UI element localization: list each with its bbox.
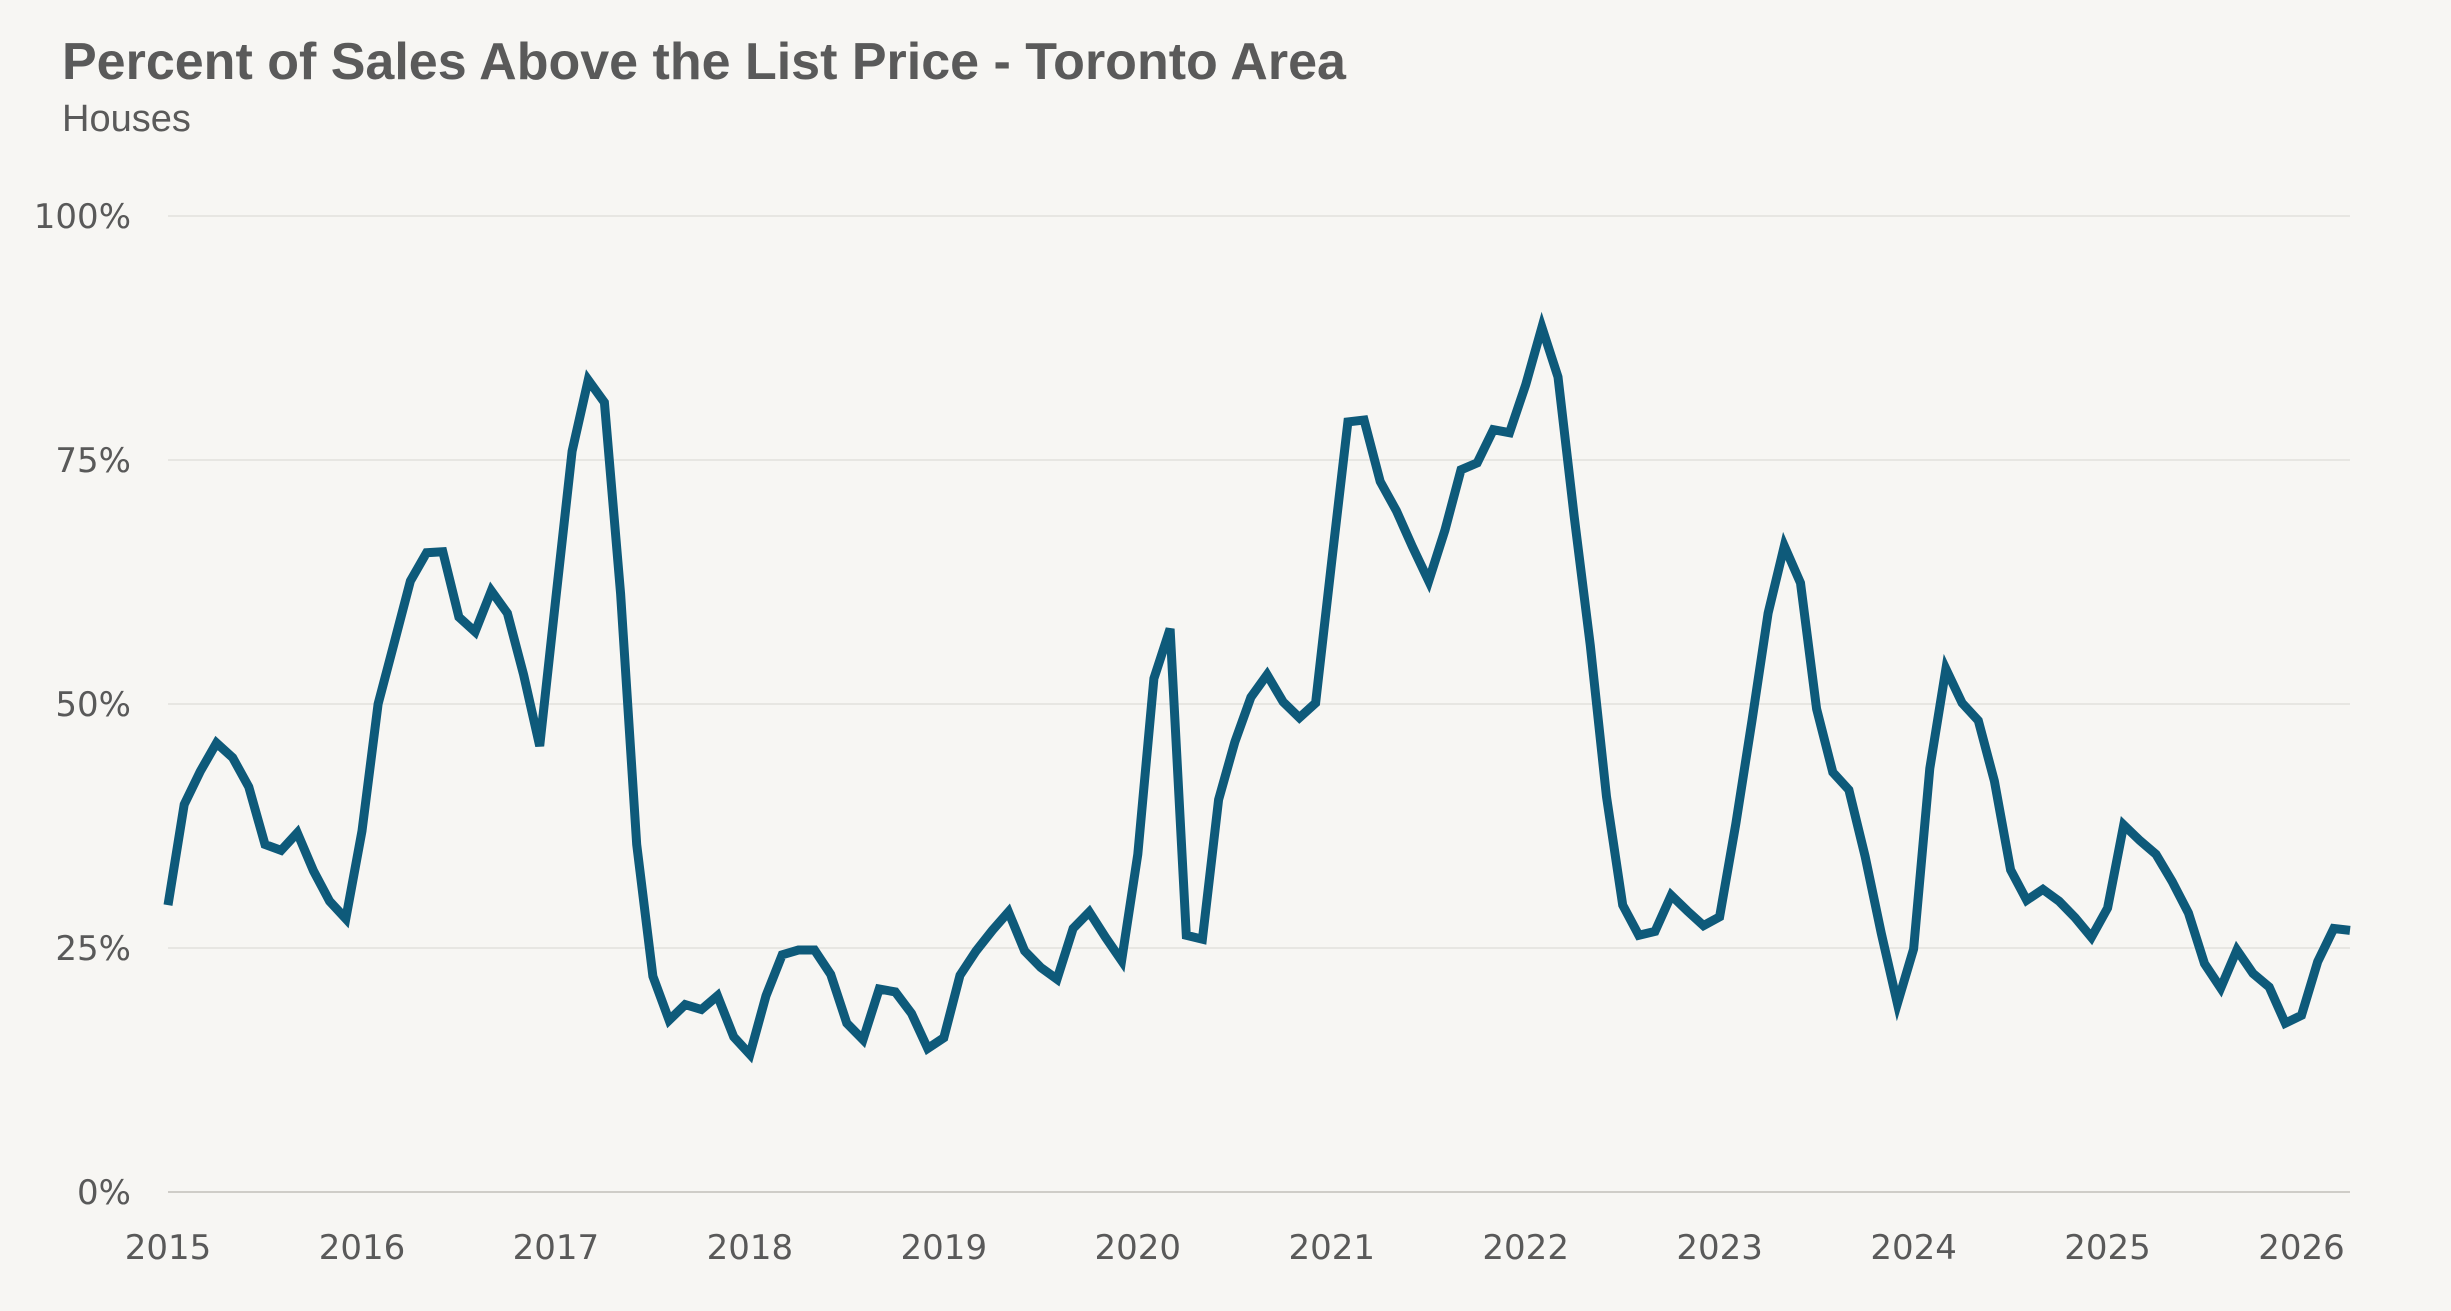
y-tick-label: 50% [55,685,131,725]
x-tick-label: 2024 [1870,1228,1957,1268]
x-tick-label: 2025 [2064,1228,2151,1268]
series-group [163,311,2351,1064]
y-tick-label: 75% [55,441,131,481]
x-tick-label: 2021 [1288,1228,1375,1268]
y-tick-label: 25% [55,929,131,969]
gridlines [168,215,2350,1193]
x-tick-label: 2026 [2258,1228,2345,1268]
x-tick-label: 2019 [901,1228,988,1268]
y-tick-label: 0% [77,1173,131,1213]
x-tick-label: 2017 [513,1228,600,1268]
x-tick-label: 2023 [1676,1228,1763,1268]
x-axis-ticks: 2015 2016 2017 2018 2019 2020 2021 2022 2023 2024… [125,1228,2345,1268]
x-tick-label: 2020 [1095,1228,1182,1268]
x-tick-label: 2018 [707,1228,794,1268]
chart-subtitle: Houses [62,98,191,140]
x-tick-label: 2016 [319,1228,406,1268]
chart-title: Percent of Sales Above the List Price - … [62,33,1346,91]
y-tick-label: 100% [34,197,131,237]
x-tick-label: 2015 [125,1228,212,1268]
y-axis-ticks: 0% 25% 50% 75% 100% [34,197,131,1213]
x-tick-label: 2022 [1482,1228,1569,1268]
series-line [163,311,2351,1064]
